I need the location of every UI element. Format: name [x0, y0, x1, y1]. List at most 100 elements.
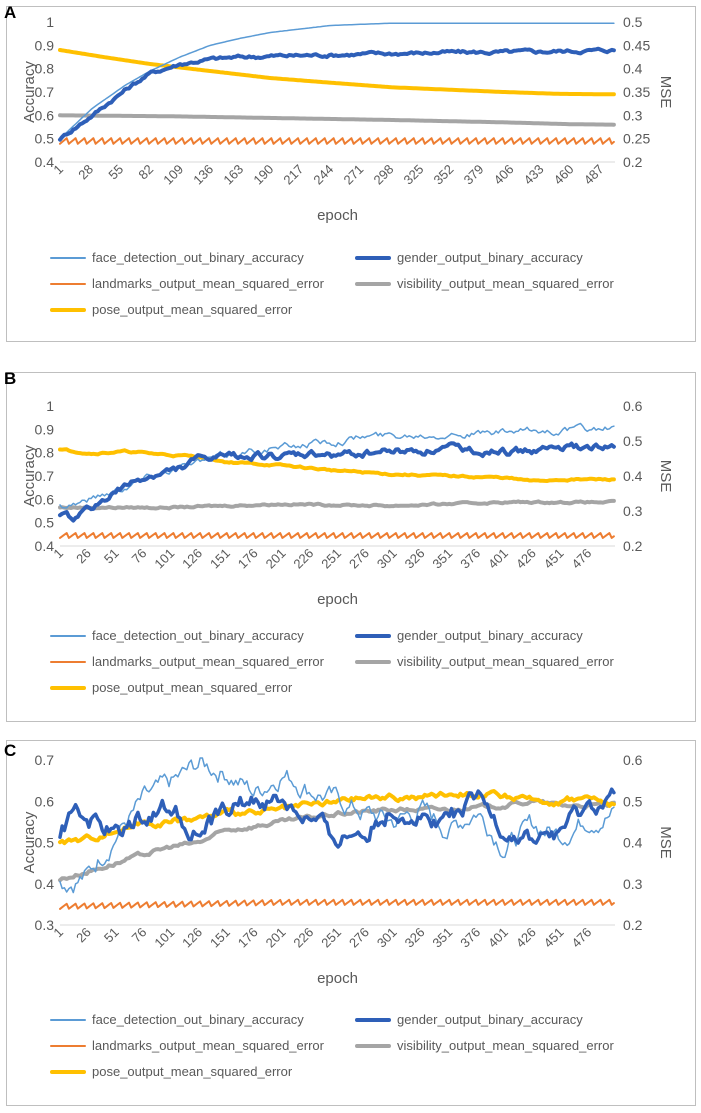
legend-label: face_detection_out_binary_accuracy	[92, 1012, 304, 1027]
legend-item: landmarks_output_mean_squared_error	[50, 654, 324, 669]
y2-tick-label: 0.4	[623, 468, 643, 484]
x-tick-label: 136	[190, 162, 216, 188]
legend-item: face_detection_out_binary_accuracy	[50, 1012, 304, 1027]
legend-swatch	[355, 255, 391, 260]
x-tick-label: 190	[250, 162, 276, 188]
series-line-landmarks-output-mean-squared-error	[59, 532, 615, 539]
x-tick-label: 226	[290, 925, 316, 951]
y2-tick-label: 0.3	[623, 876, 643, 892]
series-line-pose-output-mean-squared-error	[58, 789, 616, 846]
legend-swatch	[355, 1017, 391, 1022]
legend-item: face_detection_out_binary_accuracy	[50, 250, 304, 265]
x-tick-label: 201	[263, 925, 289, 951]
legend-a: face_detection_out_binary_accuracy gender…	[50, 250, 690, 330]
y-tick-label: 0.5	[35, 515, 55, 531]
x-tick-label: 326	[402, 546, 428, 572]
x-axis-title: epoch	[317, 207, 358, 224]
x-tick-label: 426	[513, 546, 539, 572]
legend-label: visibility_output_mean_squared_error	[397, 654, 614, 669]
legend-item: gender_output_binary_accuracy	[355, 1012, 583, 1027]
x-tick-label: 26	[73, 546, 94, 567]
legend-swatch	[355, 659, 391, 664]
legend-swatch	[50, 307, 86, 312]
legend-item: landmarks_output_mean_squared_error	[50, 1038, 324, 1053]
legend-item: face_detection_out_binary_accuracy	[50, 628, 304, 643]
x-tick-label: 301	[374, 546, 400, 572]
x-tick-label: 352	[431, 162, 457, 188]
y2-tick-label: 0.25	[623, 131, 650, 147]
x-tick-label: 325	[401, 162, 427, 188]
y-tick-label: 1	[46, 14, 54, 30]
x-tick-label: 51	[101, 925, 122, 946]
x-tick-label: 276	[346, 925, 372, 951]
y-tick-label: 0.4	[35, 538, 55, 554]
legend-label: landmarks_output_mean_squared_error	[92, 1038, 324, 1053]
x-tick-label: 1	[50, 925, 66, 941]
y2-tick-label: 0.2	[623, 154, 643, 170]
y2-axis-title: MSE	[657, 826, 674, 859]
y2-tick-label: 0.6	[623, 752, 643, 768]
legend-swatch	[50, 1069, 86, 1074]
y2-tick-label: 0.2	[623, 538, 643, 554]
y2-tick-label: 0.4	[623, 835, 643, 851]
x-tick-label: 351	[429, 925, 455, 951]
panel-a-frame	[6, 6, 696, 342]
x-tick-label: 163	[220, 162, 246, 188]
y-tick-label: 0.4	[35, 876, 55, 892]
x-tick-label: 126	[179, 546, 205, 572]
x-tick-label: 298	[370, 162, 396, 188]
legend-label: visibility_output_mean_squared_error	[397, 276, 614, 291]
x-tick-label: 126	[179, 925, 205, 951]
y-tick-label: 0.6	[35, 107, 55, 123]
legend-swatch	[50, 1044, 86, 1047]
y-tick-label: 0.9	[35, 421, 55, 437]
y2-tick-label: 0.5	[623, 793, 643, 809]
x-tick-label: 109	[160, 162, 186, 188]
y2-tick-label: 0.35	[623, 84, 650, 100]
y-tick-label: 0.5	[35, 835, 55, 851]
y2-tick-label: 0.4	[623, 61, 643, 77]
y-tick-label: 0.6	[35, 491, 55, 507]
x-tick-label: 26	[73, 925, 94, 946]
x-tick-label: 379	[461, 162, 487, 188]
legend-swatch	[50, 634, 86, 637]
y2-tick-label: 0.5	[623, 433, 643, 449]
series-line-pose-output-mean-squared-error	[58, 447, 616, 483]
x-tick-label: 451	[541, 546, 567, 572]
x-tick-label: 217	[280, 162, 306, 188]
series-line-visibility-output-mean-squared-error	[58, 498, 616, 511]
legend-c: face_detection_out_binary_accuracy gender…	[50, 1012, 690, 1092]
y-tick-label: 0.7	[35, 468, 55, 484]
x-tick-label: 251	[318, 546, 344, 572]
x-axis-title: epoch	[317, 591, 358, 608]
panel-c-letter: C	[4, 741, 17, 760]
legend-label: visibility_output_mean_squared_error	[397, 1038, 614, 1053]
series-line-gender-output-binary-accuracy	[58, 46, 616, 142]
y2-tick-label: 0.45	[623, 37, 650, 53]
y-tick-label: 0.8	[35, 61, 55, 77]
legend-swatch	[50, 256, 86, 259]
series-line-pose-output-mean-squared-error	[58, 48, 616, 97]
x-tick-label: 82	[135, 162, 156, 183]
x-tick-label: 451	[541, 925, 567, 951]
x-tick-label: 226	[290, 546, 316, 572]
panel-b: B 0.4 0.5 0.6 0.7 0.8 0.9 1 0.2 0.3 0.4 0.5 0.6 1 26 5…	[0, 369, 701, 726]
series-line-face-detection-out-binary-accuracy	[59, 757, 615, 894]
series-line-visibility-output-mean-squared-error	[58, 113, 616, 127]
x-tick-label: 271	[340, 162, 366, 188]
x-tick-label: 476	[568, 925, 594, 951]
x-tick-label: 28	[75, 162, 96, 183]
x-tick-label: 51	[101, 546, 122, 567]
legend-item: landmarks_output_mean_squared_error	[50, 276, 324, 291]
legend-swatch	[355, 1043, 391, 1048]
legend-item: visibility_output_mean_squared_error	[355, 1038, 614, 1053]
panel-a: A 0.4 0.5 0.6 0.7 0.8 0.9 1 0.2 0.25 0.3 0.35 0.4 0.…	[0, 0, 701, 345]
x-tick-label: 487	[581, 162, 607, 188]
legend-item: gender_output_binary_accuracy	[355, 628, 583, 643]
y2-tick-label: 0.3	[623, 503, 643, 519]
legend-item: pose_output_mean_squared_error	[50, 1064, 292, 1079]
x-tick-label: 201	[263, 546, 289, 572]
legend-label: pose_output_mean_squared_error	[92, 680, 293, 695]
legend-label: gender_output_binary_accuracy	[397, 250, 583, 265]
x-tick-label: 376	[457, 546, 483, 572]
